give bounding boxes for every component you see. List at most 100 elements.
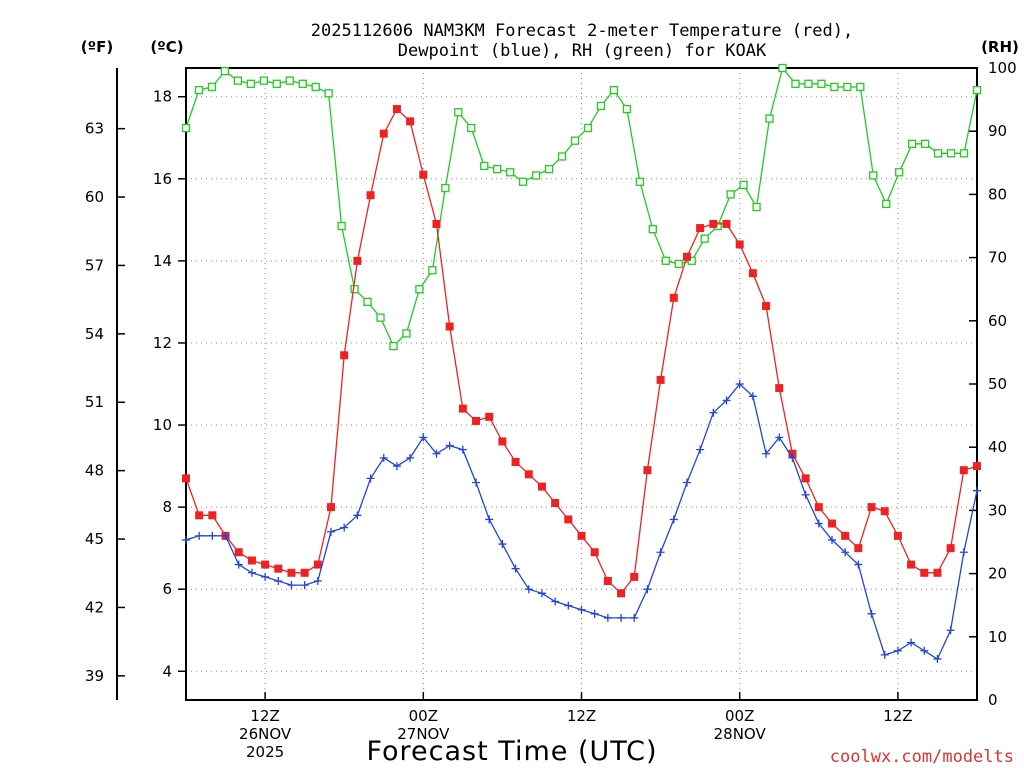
rh-point [272, 79, 281, 88]
time-tick-label: 00Z [409, 707, 438, 725]
gridlines [186, 68, 977, 700]
dewpoint-point [458, 445, 467, 454]
rh-point [402, 329, 411, 338]
temperature-point [419, 170, 428, 179]
dewpoint-point [340, 523, 349, 532]
dewpoint-point [327, 527, 336, 536]
rh-point [194, 85, 204, 95]
temperature-point [735, 240, 744, 249]
time-tick-label: 12Z [883, 707, 912, 725]
rh-point [337, 221, 346, 231]
temperature-point [247, 556, 256, 565]
rh-point [220, 67, 230, 76]
temperature-point [841, 531, 850, 540]
dewpoint-point [841, 548, 850, 557]
rh-point [972, 85, 982, 95]
dewpoint-point [920, 646, 929, 655]
rh-point [700, 234, 709, 243]
rh-point [726, 190, 735, 199]
fahrenheit-tick-label: 54 [85, 325, 104, 343]
rh-point [635, 177, 645, 186]
rh-point [506, 168, 515, 177]
fahrenheit-tick-label: 39 [85, 667, 104, 685]
temperature-point [617, 589, 626, 598]
rh-tick-label: 90 [988, 122, 1007, 140]
dewpoint-point [195, 531, 204, 540]
dewpoint-point [827, 535, 836, 544]
rh-point [518, 177, 528, 186]
temperature-point [300, 568, 309, 577]
temperature-point [551, 499, 560, 508]
temperature-point [261, 560, 270, 569]
temperature-point [762, 302, 771, 311]
rh-tick-label: 40 [988, 438, 1007, 456]
rh-point [233, 76, 243, 85]
celsius-tick-label: 18 [153, 88, 172, 106]
rh-point [778, 63, 787, 73]
credit-link[interactable]: coolwx.com/modelts [830, 747, 1014, 767]
dewpoint-point [234, 560, 243, 569]
dewpoint-point [366, 474, 375, 483]
dewpoint-point [182, 535, 190, 544]
temperature-point [340, 351, 349, 360]
temperature-point [656, 375, 665, 384]
chart-title-line-1: 2025112606 NAM3KM Forecast 2-meter Tempe… [311, 21, 853, 41]
rh-point [739, 180, 748, 190]
dewpoint-point [630, 613, 639, 622]
rh-point [882, 199, 891, 209]
dewpoint-point [564, 601, 573, 610]
rh-point [428, 266, 437, 275]
dewpoint-point [735, 380, 744, 388]
dewpoint-point [498, 540, 507, 549]
dewpoint-point [682, 478, 691, 487]
fahrenheit-tick-label: 57 [85, 256, 104, 274]
rh-point [311, 82, 320, 92]
temperature-point [485, 412, 494, 421]
temperature-point [537, 482, 546, 491]
dewpoint-point [274, 576, 283, 585]
temperature-point [511, 457, 520, 466]
rh-point [246, 79, 255, 88]
rh-point [350, 285, 359, 294]
dewpoint-point [959, 548, 968, 557]
time-tick-label: 00Z [725, 707, 754, 725]
time-tick-label: 12Z [567, 707, 596, 725]
temperature-point [920, 568, 929, 577]
temperature-point [392, 105, 401, 114]
temperature-point [498, 437, 507, 446]
dewpoint-point [617, 613, 626, 622]
rh-point [895, 168, 904, 177]
temperature-point [603, 576, 612, 585]
temperature-point [366, 191, 375, 200]
temperature-point [854, 544, 863, 553]
time-tick-label: 12Z [250, 707, 279, 725]
temperature-point [630, 572, 639, 581]
rh-point [570, 136, 580, 145]
rh-point [661, 256, 670, 265]
temperature-point [287, 568, 296, 577]
dewpoint-point [669, 515, 678, 524]
temperature-point [748, 269, 757, 278]
temperature-point [973, 462, 981, 471]
rh-point [363, 297, 372, 306]
dewpoint-point [603, 613, 612, 622]
dewpoint-point [261, 572, 270, 581]
dewpoint-point [946, 626, 955, 635]
rh-point [207, 82, 217, 92]
dewpoint-point [511, 564, 520, 573]
rh-point [869, 171, 878, 180]
temperature-point [472, 416, 481, 425]
celsius-tick-label: 6 [162, 580, 172, 598]
temperature-point [524, 470, 533, 479]
time-tick-label: 2025 [246, 743, 284, 761]
temperature-point [327, 503, 336, 512]
dewpoint-series [182, 380, 981, 663]
celsius-tick-label: 4 [162, 662, 172, 680]
dewpoint-point [722, 396, 731, 405]
rh-point [920, 139, 930, 148]
celsius-ticks: 4 6 8 10 12 14 16 18 [153, 88, 186, 680]
dewpoint-point [880, 650, 889, 659]
temperature-point [234, 548, 243, 557]
